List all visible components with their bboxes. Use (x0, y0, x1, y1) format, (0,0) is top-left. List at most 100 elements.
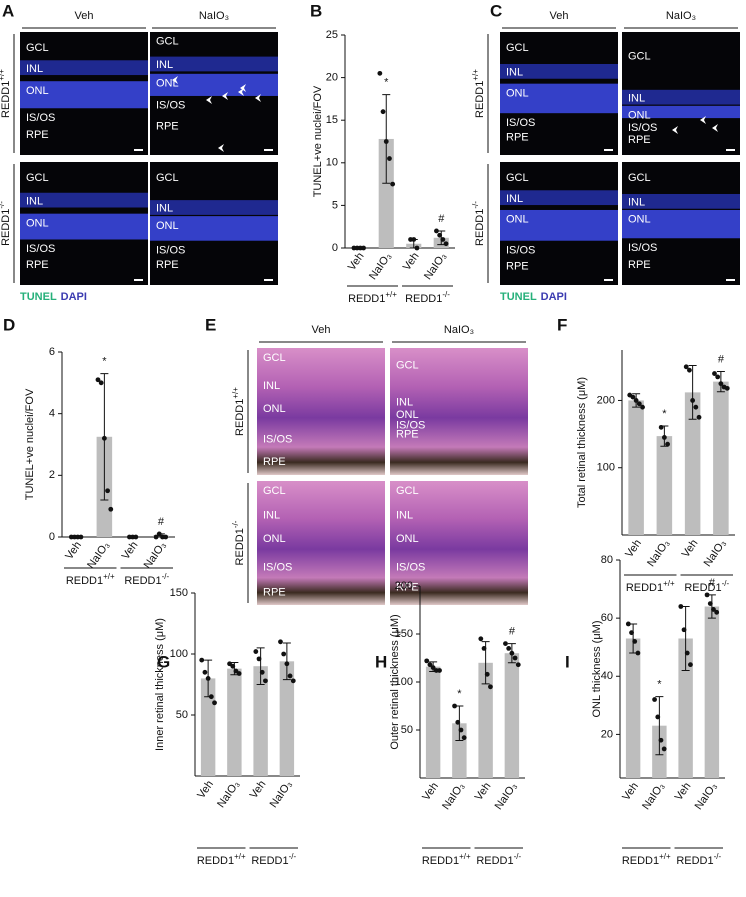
panel-label: D (3, 315, 15, 334)
layer-label: IS/OS (506, 244, 535, 256)
y-tick-label: 40 (601, 670, 613, 682)
x-tick-label: NaIO₃ (440, 781, 467, 813)
data-point (105, 488, 110, 494)
group-label-sup: -/- (162, 572, 170, 581)
data-point (153, 534, 159, 540)
row-label: REDD1+/+ (471, 69, 486, 118)
layer-label: GCL (26, 42, 49, 54)
group-label: REDD1-/- (684, 579, 729, 594)
row-label-base: REDD1 (0, 81, 12, 118)
group-label: REDD1-/- (251, 852, 296, 867)
y-tick-label: 20 (601, 728, 613, 740)
layer-label: ONL (506, 87, 529, 99)
layer-label: IS/OS (628, 122, 657, 134)
bar (227, 668, 242, 776)
column-header: Veh (75, 10, 94, 22)
x-tick-label: Veh (63, 540, 84, 562)
group-label-sup: +/+ (103, 572, 115, 581)
arrowhead (206, 96, 212, 104)
panel-label: I (565, 652, 570, 671)
significance: * (457, 688, 462, 700)
x-tick-label: Veh (420, 781, 441, 803)
data-point (711, 607, 716, 612)
panel-label: B (310, 1, 322, 20)
panel-label: F (557, 315, 567, 334)
x-tick-label: NaIO₃ (645, 538, 672, 570)
arrowhead (700, 116, 706, 124)
bar (200, 678, 216, 776)
layer-label: ONL (628, 110, 651, 122)
data-point (108, 506, 114, 512)
scale-bar (134, 149, 143, 151)
legend: TUNEL DAPI (20, 291, 87, 303)
x-tick-label: Veh (473, 781, 494, 803)
bar (678, 638, 693, 778)
micrograph (390, 348, 528, 475)
y-axis-label: Outer retinal thickness (μM) (389, 614, 401, 749)
layer-label: RPE (396, 428, 419, 440)
dapi-band (500, 190, 618, 206)
dapi-band (500, 209, 618, 241)
x-tick-label: NaIO₃ (268, 779, 295, 811)
data-point (78, 534, 84, 540)
row-label: REDD1+/+ (231, 387, 246, 436)
x-tick-label: Veh (680, 538, 701, 560)
row-label: REDD1-/- (231, 520, 246, 565)
data-point (458, 727, 464, 733)
dapi-band (150, 200, 278, 215)
dapi-band (20, 60, 148, 76)
data-point (133, 534, 139, 540)
data-point (629, 630, 634, 636)
y-axis-label: ONL thickness (μM) (591, 620, 603, 717)
arrowhead (740, 120, 746, 128)
data-point (383, 139, 389, 144)
layer-label: RPE (628, 259, 651, 271)
y-tick-label: 60 (601, 612, 613, 624)
row-label-sup: +/+ (231, 387, 240, 399)
row-label-base: REDD1 (234, 528, 246, 565)
data-point (377, 70, 383, 76)
panel-label: C (490, 1, 502, 20)
layer-label: IS/OS (156, 100, 185, 112)
data-point (681, 627, 687, 633)
group-label-sup: -/- (442, 290, 450, 299)
group-label-sup: +/+ (234, 852, 246, 861)
data-point (230, 663, 236, 669)
data-point (478, 636, 484, 642)
row-label-sup: -/- (231, 520, 240, 528)
group-label-base: REDD1 (622, 855, 659, 867)
data-point (630, 394, 636, 400)
row-label-base: REDD1 (0, 209, 12, 246)
layer-label: RPE (26, 259, 49, 271)
y-axis-label: TUNEL+ve nuclei/FOV (312, 85, 324, 197)
data-point (443, 241, 449, 247)
data-point (199, 657, 205, 663)
group-label-base: REDD1 (251, 855, 288, 867)
y-tick-label: 50 (176, 709, 188, 721)
column-header: Veh (550, 10, 569, 22)
layer-label: GCL (156, 172, 179, 184)
group-label-base: REDD1 (684, 582, 721, 594)
layer-label: RPE (506, 132, 529, 144)
data-point (156, 531, 162, 537)
group-label-base: REDD1 (676, 855, 713, 867)
group-label-sup: -/- (722, 579, 730, 588)
y-tick-label: 80 (601, 554, 613, 566)
x-tick-label: Veh (401, 251, 422, 273)
row-label-sup: +/+ (471, 69, 480, 81)
micrograph (390, 481, 528, 605)
layer-label: INL (263, 380, 280, 392)
bar (425, 666, 441, 778)
dapi-band (20, 213, 148, 240)
group-label-base: REDD1 (124, 575, 161, 587)
layer-label: INL (628, 92, 645, 104)
bar (656, 436, 673, 535)
data-point (658, 424, 664, 430)
layer-label: GCL (506, 42, 529, 54)
layer-label: INL (506, 66, 523, 78)
data-point (724, 385, 730, 391)
layer-label: GCL (628, 172, 651, 184)
data-point (715, 374, 721, 380)
data-point (411, 237, 417, 242)
